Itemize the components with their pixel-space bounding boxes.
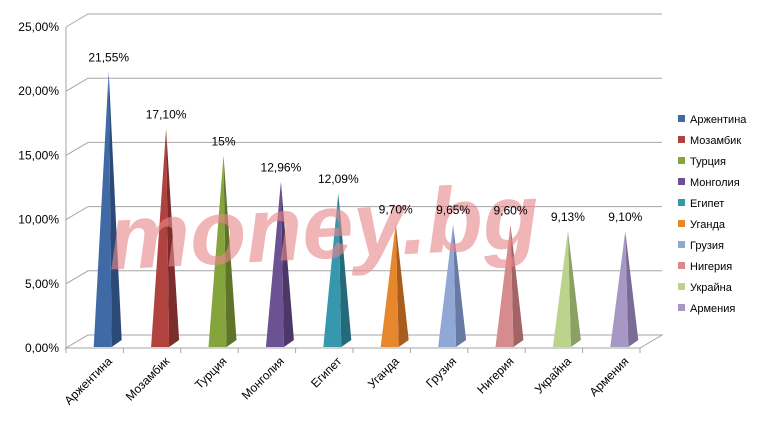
data-label: 9,10% [608,210,642,224]
bar-Монголия [265,181,294,347]
bar-side-face [395,223,409,347]
legend-entry: Уганда [690,219,726,231]
legend-entry: Нигерия [690,261,732,273]
bar-side-face [166,128,180,347]
gridline [65,13,662,28]
bar-front-face [552,230,571,347]
legend-entry: Монголия [690,177,740,189]
bar-side-face [625,231,639,347]
y-tick-label: 15,00% [18,148,59,162]
bar-front-face [93,71,112,347]
y-tick-label: 0,00% [25,341,59,355]
data-label: 9,13% [551,210,585,224]
legend-entry: Мозамбик [690,135,741,147]
category-label: Мозамбик [123,354,173,404]
data-labels: 21,55% 17,10% 15% 12,96% 12,09% 9,70% 9,65% 9,6… [88,50,642,224]
y-tick-label: 5,00% [25,277,59,291]
category-label: Турция [192,354,230,392]
bar-front-face [495,224,514,347]
bar-front-face [265,181,284,347]
gridline [65,206,662,221]
y-tick-labels: 0,00% 5,00% 10,00% 15,00% 20,00% 25,00% [18,20,59,355]
category-label: Украйна [532,354,574,396]
legend-swatch [678,157,685,164]
gridline [65,77,662,92]
y-tick-label: 10,00% [18,213,59,227]
data-label: 9,60% [493,204,527,218]
category-label: Грузия [423,354,459,390]
legend-entry: Аржентина [690,114,747,126]
bars [93,71,639,347]
legend-entry: Армения [690,303,735,315]
data-label: 9,70% [379,202,413,216]
legend-swatch [678,283,685,290]
bar-side-face [108,71,122,347]
gridline [65,270,662,285]
data-label: 15% [211,134,235,148]
legend-swatch [678,115,685,122]
bar-side-face [567,230,581,347]
legend-entry: Грузия [690,240,724,252]
legend-swatch [678,220,685,227]
bar-Грузия [438,224,467,347]
bar-side-face [510,224,524,347]
data-label: 12,96% [261,161,302,175]
legend-swatch [678,136,685,143]
bar-side-face [280,181,294,347]
legend-swatch [678,178,685,185]
category-labels: Аржентина Мозамбик Турция Монголия Египет Уга… [61,354,631,408]
category-label: Армения [587,354,632,399]
category-label: Египет [308,354,345,391]
bar-Аржентина [93,71,122,347]
bar-front-face [208,155,227,347]
bar-Мозамбик [151,128,180,347]
bar-front-face [438,224,457,347]
legend-swatch [678,199,685,206]
bar-side-face [223,155,237,347]
legend-entry: Украйна [690,282,733,294]
category-label: Нигерия [474,354,516,396]
legend: Аржентина Мозамбик Турция Монголия Египет Уга… [678,114,747,315]
bar-Армения [610,231,639,347]
y-tick-label: 25,00% [18,20,59,34]
bar-Нигерия [495,224,524,347]
y-tick-label: 20,00% [18,84,59,98]
bar-Украйна [552,230,581,347]
bar-Турция [208,155,237,347]
legend-swatch [678,241,685,248]
data-label: 12,09% [318,172,359,186]
legend-swatch [678,262,685,269]
data-label: 17,10% [146,107,187,121]
bar-front-face [323,192,342,347]
legend-entry: Турция [690,156,726,168]
category-label: Монголия [239,354,287,402]
bar-Уганда [380,223,409,347]
bar-front-face [151,128,170,347]
bar-front-face [610,231,629,347]
bar-front-face [380,223,399,347]
legend-entry: Египет [690,198,724,210]
gridline [65,141,662,156]
legend-swatch [678,304,685,311]
data-label: 9,65% [436,203,470,217]
category-label: Уганда [365,354,402,391]
bar-Египет [323,192,352,347]
bar-side-face [338,192,352,347]
bar-side-face [453,224,467,347]
data-label: 21,55% [88,50,129,64]
watermark-text: money.bg [105,165,541,289]
category-label: Аржентина [61,354,115,408]
